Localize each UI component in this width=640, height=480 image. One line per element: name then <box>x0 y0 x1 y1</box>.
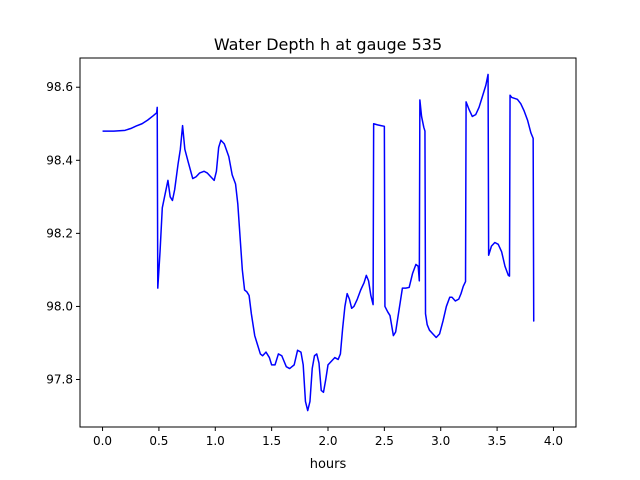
y-tick-label: 97.8 <box>46 373 73 387</box>
x-tick-label: 4.0 <box>544 434 563 448</box>
plot-background <box>80 58 576 427</box>
x-tick-label: 1.5 <box>262 434 281 448</box>
x-tick-label: 2.5 <box>375 434 394 448</box>
x-axis: 0.0 0.5 1.0 1.5 2.0 2.5 3.0 3.5 4.0 <box>93 427 563 448</box>
y-tick-label: 98.2 <box>46 226 73 240</box>
series-line-0 <box>102 73 535 412</box>
y-axis: 97.8 98.0 98.2 98.4 98.6 <box>46 80 80 387</box>
plot-area <box>79 57 577 428</box>
x-tick-label: 1.0 <box>206 434 225 448</box>
chart-title: Water Depth h at gauge 535 <box>214 35 442 54</box>
y-tick-label: 98.4 <box>46 153 73 167</box>
x-tick-label: 0.5 <box>149 434 168 448</box>
x-tick-label: 2.0 <box>318 434 337 448</box>
x-tick-label: 3.5 <box>488 434 507 448</box>
x-tick-label: 0.0 <box>93 434 112 448</box>
y-tick-label: 98.6 <box>46 80 73 94</box>
x-axis-label: hours <box>310 457 347 472</box>
x-tick-label: 3.0 <box>431 434 450 448</box>
y-tick-label: 98.0 <box>46 299 73 313</box>
